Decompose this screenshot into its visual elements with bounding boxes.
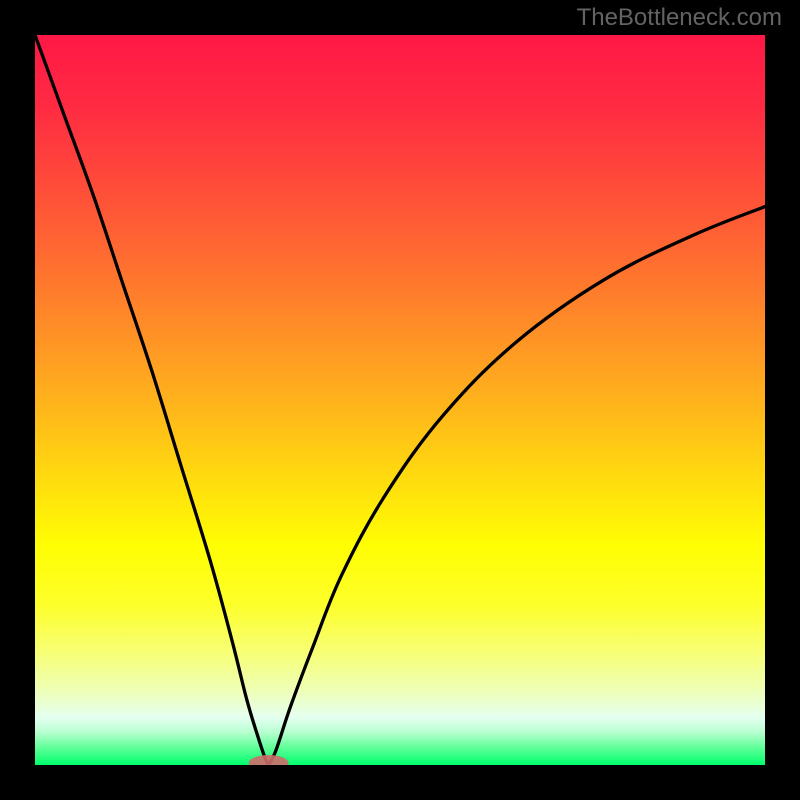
bottleneck-chart xyxy=(0,0,800,800)
chart-stage: TheBottleneck.com xyxy=(0,0,800,800)
minimum-marker xyxy=(249,755,289,771)
plot-background-gradient xyxy=(35,35,765,765)
watermark-text: TheBottleneck.com xyxy=(577,4,782,32)
